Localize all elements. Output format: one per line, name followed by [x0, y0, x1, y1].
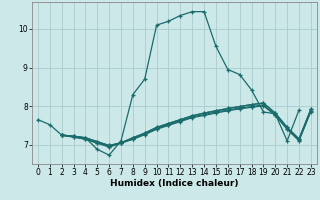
X-axis label: Humidex (Indice chaleur): Humidex (Indice chaleur) [110, 179, 239, 188]
